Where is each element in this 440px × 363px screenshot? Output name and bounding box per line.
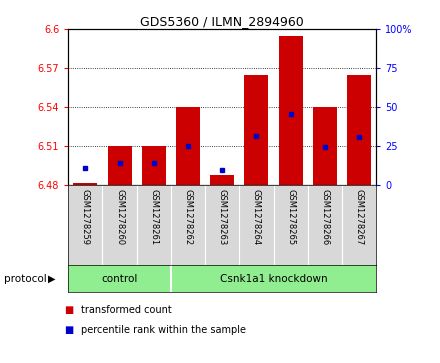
Bar: [347, 74, 371, 185]
Text: GSM1278266: GSM1278266: [320, 189, 330, 245]
Text: GSM1278267: GSM1278267: [355, 189, 363, 245]
Text: GSM1278261: GSM1278261: [149, 189, 158, 245]
Text: Csnk1a1 knockdown: Csnk1a1 knockdown: [220, 274, 327, 284]
Bar: [176, 107, 200, 185]
Text: transformed count: transformed count: [81, 305, 172, 315]
Text: GSM1278262: GSM1278262: [183, 189, 192, 245]
Text: ■: ■: [64, 325, 73, 335]
Bar: [210, 175, 234, 185]
Text: ■: ■: [64, 305, 73, 315]
Text: ▶: ▶: [48, 274, 55, 284]
Bar: [245, 74, 268, 185]
Text: GSM1278259: GSM1278259: [81, 189, 90, 245]
Text: percentile rank within the sample: percentile rank within the sample: [81, 325, 246, 335]
Text: GSM1278260: GSM1278260: [115, 189, 124, 245]
Text: protocol: protocol: [4, 274, 47, 284]
Bar: [313, 107, 337, 185]
Text: GSM1278263: GSM1278263: [218, 189, 227, 245]
Title: GDS5360 / ILMN_2894960: GDS5360 / ILMN_2894960: [140, 15, 304, 28]
Bar: [107, 146, 132, 185]
Bar: [73, 183, 97, 185]
Text: GSM1278265: GSM1278265: [286, 189, 295, 245]
Text: GSM1278264: GSM1278264: [252, 189, 261, 245]
Bar: [142, 146, 166, 185]
Bar: [279, 36, 303, 185]
Text: control: control: [101, 274, 138, 284]
